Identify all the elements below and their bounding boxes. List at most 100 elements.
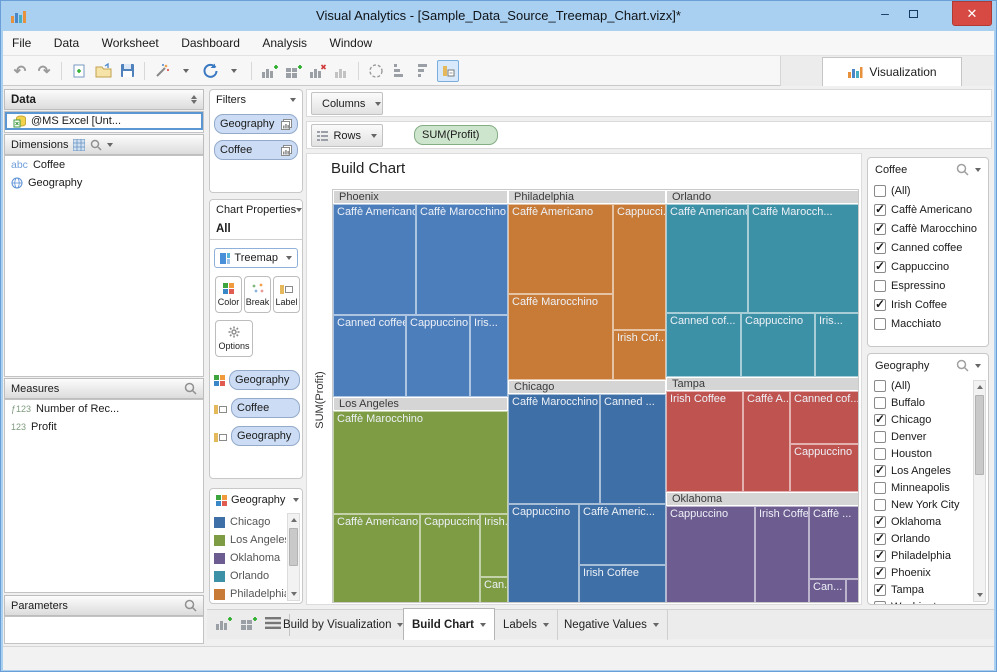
treemap-cell[interactable]: Irish Cof... — [613, 330, 666, 380]
checkbox[interactable] — [874, 396, 886, 409]
dimensions-header[interactable]: Dimensions — [4, 134, 204, 155]
checkbox[interactable] — [874, 582, 886, 596]
treemap-group-header[interactable]: Tampa — [666, 377, 858, 391]
checkbox[interactable] — [874, 221, 886, 235]
title-bar[interactable]: Visual Analytics - [Sample_Data_Source_T… — [1, 1, 996, 31]
filter-option[interactable]: Caffè Americano — [874, 200, 982, 219]
table-icon[interactable] — [73, 138, 86, 151]
treemap-cell[interactable]: Canned cof... — [666, 313, 741, 377]
lasso-button[interactable] — [365, 60, 387, 82]
filter-option[interactable]: Caffè Marocchino — [874, 219, 982, 238]
label-tool-button[interactable] — [437, 59, 459, 82]
filter-pill-coffee[interactable]: Coffee — [214, 140, 298, 160]
dimension-item-geography[interactable]: Geography — [5, 174, 203, 192]
treemap-cell[interactable]: Caffè Americano — [333, 514, 420, 602]
treemap-cell[interactable]: Caffè ... — [809, 506, 858, 579]
add-chart-button[interactable] — [258, 60, 280, 82]
treemap-cell[interactable]: Cappuccino — [508, 504, 579, 602]
treemap-cell[interactable]: Caffè Americano — [333, 204, 416, 315]
measure-item-number-of-records[interactable]: ƒ123 Number of Rec... — [5, 400, 203, 418]
checkbox[interactable] — [874, 498, 886, 511]
legend-header[interactable]: Geography — [210, 489, 302, 509]
checkbox[interactable] — [874, 548, 886, 562]
parameters-header[interactable]: Parameters — [4, 595, 204, 616]
chevron-down-icon[interactable] — [293, 498, 300, 502]
treemap-cell[interactable]: Can... — [480, 577, 508, 602]
treemap-cell[interactable]: Iris... — [815, 313, 858, 377]
legend-scrollbar[interactable] — [287, 513, 300, 601]
shelf-pill-coffee[interactable]: Coffee — [231, 398, 300, 418]
scroll-up-icon[interactable] — [288, 514, 299, 526]
chart-tool-button[interactable] — [330, 60, 352, 82]
columns-shelf[interactable]: Columns — [306, 89, 992, 117]
filter-option[interactable]: Houston — [874, 445, 970, 462]
checkbox[interactable] — [874, 317, 886, 330]
filter-option[interactable]: Macchiato — [874, 314, 982, 333]
sheet-list-button[interactable] — [265, 616, 281, 634]
filter-pill-geography[interactable]: Geography — [214, 114, 298, 134]
scrollbar-thumb[interactable] — [289, 528, 298, 566]
filter-option[interactable]: Buffalo — [874, 394, 970, 411]
coffee-filter-header[interactable]: Coffee — [868, 158, 988, 178]
checkbox[interactable] — [874, 463, 886, 477]
options-button[interactable]: Options — [215, 320, 253, 357]
sort-ascending-button[interactable] — [389, 60, 411, 82]
treemap-cell[interactable]: Irish Coffee — [579, 565, 666, 602]
refresh-dropdown[interactable] — [223, 60, 245, 82]
filter-option[interactable]: Los Angeles — [874, 462, 970, 479]
wizard-button[interactable] — [151, 60, 173, 82]
treemap-cell[interactable]: Cappuccino — [406, 315, 470, 397]
menu-analysis[interactable]: Analysis — [262, 36, 308, 50]
checkbox[interactable] — [874, 202, 886, 216]
sort-toggle-icon[interactable] — [191, 95, 197, 104]
chevron-down-icon[interactable] — [975, 363, 981, 368]
shelf-pill-geography-2[interactable]: Geography — [231, 426, 300, 446]
treemap-cell[interactable]: Caffè Marocchino — [416, 204, 508, 315]
scroll-up-icon[interactable] — [974, 381, 985, 393]
chart-type-select[interactable]: Treemap — [214, 248, 298, 268]
treemap-group-header[interactable]: Philadelphia — [508, 190, 666, 204]
treemap-cell[interactable]: Iris... — [470, 315, 508, 397]
filters-panel-header[interactable]: Filters — [210, 90, 302, 110]
rows-pill-sum-profit[interactable]: SUM(Profit) — [414, 125, 498, 145]
treemap-group-header[interactable]: Los Angeles — [333, 397, 508, 411]
filter-option[interactable]: Minneapolis — [874, 479, 970, 496]
checkbox[interactable] — [874, 259, 886, 273]
treemap-cell[interactable] — [846, 579, 858, 602]
scroll-down-icon[interactable] — [288, 588, 299, 600]
treemap-cell[interactable]: Cappuccino — [420, 514, 480, 602]
search-icon[interactable] — [184, 599, 197, 612]
menu-window[interactable]: Window — [329, 36, 373, 50]
filter-option[interactable]: Denver — [874, 428, 970, 445]
close-button[interactable]: ✕ — [952, 1, 992, 26]
checkbox[interactable] — [874, 240, 886, 254]
checkbox[interactable] — [874, 565, 886, 579]
treemap-cell[interactable]: Caffè Marocchino — [508, 394, 600, 504]
chevron-down-icon[interactable] — [975, 167, 981, 172]
chevron-down-icon[interactable] — [107, 142, 114, 147]
menu-file[interactable]: File — [12, 36, 32, 50]
search-icon[interactable] — [956, 359, 969, 372]
save-button[interactable] — [116, 60, 138, 82]
data-panel-header[interactable]: Data — [4, 89, 204, 110]
new-chart-tab-button[interactable] — [215, 615, 232, 636]
columns-shelf-label[interactable]: Columns — [311, 92, 383, 115]
filter-option[interactable]: Tampa — [874, 581, 970, 598]
filter-option[interactable]: Phoenix — [874, 564, 970, 581]
legend-item[interactable]: Oklahoma — [214, 549, 286, 567]
search-icon[interactable] — [956, 163, 969, 176]
add-dashboard-button[interactable] — [282, 60, 304, 82]
filter-option[interactable]: Canned coffee — [874, 238, 982, 257]
maximize-button[interactable] — [899, 1, 927, 27]
treemap-cell[interactable]: Caffè Marocch... — [748, 204, 858, 313]
treemap-cell[interactable]: Irish Coffee — [755, 506, 809, 602]
search-icon[interactable] — [184, 382, 197, 395]
treemap-cell[interactable]: Cappuccino — [790, 444, 858, 492]
tab-labels[interactable]: Labels — [495, 610, 558, 640]
redo-button[interactable]: ↷ — [33, 60, 55, 82]
rows-shelf-label[interactable]: Rows — [311, 124, 383, 147]
treemap-group-header[interactable]: Oklahoma — [666, 492, 858, 506]
break-button[interactable]: Break — [244, 276, 271, 313]
checkbox[interactable] — [874, 531, 886, 545]
scrollbar-thumb[interactable] — [975, 395, 984, 475]
